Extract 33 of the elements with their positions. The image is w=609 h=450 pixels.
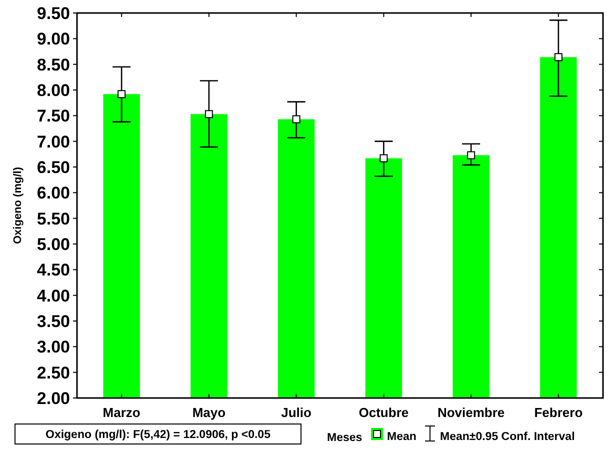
x-tick-label: Noviembre [437,405,505,420]
y-tick-label: 4.00 [36,286,70,306]
y-tick-label: 9.00 [36,30,70,49]
point [467,151,476,160]
point [292,115,300,124]
y-tick-label: 7.00 [36,132,70,152]
y-tick-label: 6.00 [36,184,70,203]
x-tick-label: Mayo [192,405,226,420]
legend-label: Mean [387,431,416,443]
y-tick-label: 6.50 [36,158,70,177]
y-tick-label: 8.00 [36,80,70,100]
y-axis-title: Oxigeno (mg/l) [12,166,24,244]
x-tick-label: Octubre [358,405,409,420]
y-tick-label: 7.50 [36,106,70,126]
y-tick-label: 5.50 [36,209,70,228]
text: Oxigeno (mg/l): F(5,42) = 12.0906, p <0.05 [46,429,272,441]
y-tick-label: 3.50 [36,312,70,331]
point [554,53,562,62]
y-tick-label: 8.50 [36,55,70,74]
y-tick-label: 2.00 [36,388,70,408]
x-tick-label: Julio [281,405,312,420]
legend-title: Meses [327,432,362,444]
y-tick-label: 5.00 [36,234,70,254]
point [204,110,213,118]
y-tick-label: 2.50 [36,363,70,382]
x-tick-label: Marzo [102,405,140,420]
point [118,90,126,98]
y-tick-label: 3.00 [36,338,70,357]
y-tick-label: 4.50 [36,260,70,280]
y-tick-label: 9.50 [36,4,70,23]
x-tick-label: Febrero [534,405,583,420]
text: Mean±0.95 Conf. Interval [440,431,575,443]
point [380,154,388,162]
